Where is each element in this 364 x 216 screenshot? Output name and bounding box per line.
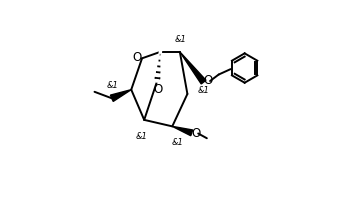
Text: &1: &1 bbox=[175, 35, 187, 44]
Text: &1: &1 bbox=[106, 81, 118, 90]
Text: &1: &1 bbox=[172, 138, 183, 147]
Polygon shape bbox=[172, 126, 193, 136]
Text: O: O bbox=[192, 127, 201, 140]
Polygon shape bbox=[180, 52, 206, 84]
Polygon shape bbox=[110, 90, 131, 102]
Text: O: O bbox=[153, 83, 162, 96]
Text: O: O bbox=[132, 51, 141, 64]
Text: O: O bbox=[204, 74, 213, 87]
Text: &1: &1 bbox=[197, 86, 209, 95]
Text: &1: &1 bbox=[136, 132, 148, 141]
